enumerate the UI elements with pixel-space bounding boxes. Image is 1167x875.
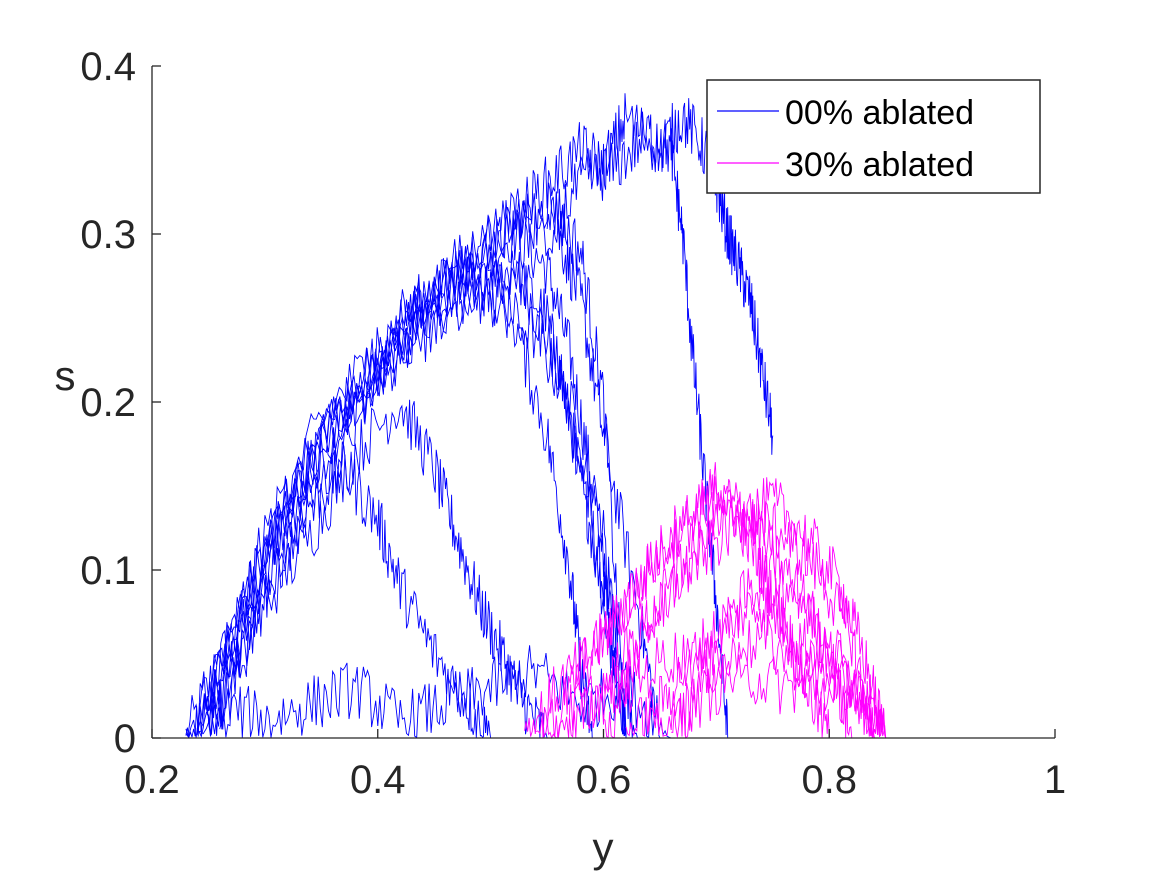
trajectory-line <box>196 259 627 739</box>
trajectory-line <box>207 441 492 739</box>
legend-label-30-ablated: 30% ablated <box>785 146 974 184</box>
x-axis-label: y <box>593 824 614 871</box>
y-tick-label: 0 <box>114 717 136 761</box>
y-axis-label: s <box>55 352 76 399</box>
x-tick-label: 0.4 <box>350 758 406 802</box>
trajectory-line <box>185 210 638 739</box>
trajectory-layer <box>185 93 887 740</box>
x-tick-label: 0.8 <box>801 758 857 802</box>
trajectory-line <box>207 182 627 739</box>
legend-label-00-ablated: 00% ablated <box>785 94 974 132</box>
legend-box <box>706 79 1041 194</box>
trajectory-line <box>524 462 830 739</box>
y-tick-label: 0.2 <box>80 381 136 425</box>
trajectory-line <box>535 609 887 739</box>
x-tick-label: 1 <box>1044 758 1066 802</box>
y-tick-label: 0.1 <box>80 549 136 593</box>
trajectory-line <box>207 399 548 739</box>
x-tick-label: 0.6 <box>576 758 632 802</box>
trajectory-line <box>569 477 887 739</box>
y-tick-label: 0.4 <box>80 45 136 89</box>
tick-labels: 0.2 0.4 0.6 0.8 1 0 0.1 0.2 0.3 0.4 <box>80 45 1066 802</box>
legend: 00% ablated 30% ablated <box>706 79 1041 194</box>
trajectory-line <box>196 193 661 739</box>
trajectory-line <box>185 645 672 739</box>
trajectory-line <box>196 93 774 733</box>
x-tick-label: 0.2 <box>124 758 180 802</box>
trajectory-line <box>671 540 875 739</box>
axes <box>151 65 1056 739</box>
trajectory-line <box>546 476 875 740</box>
y-tick-label: 0.3 <box>80 213 136 257</box>
